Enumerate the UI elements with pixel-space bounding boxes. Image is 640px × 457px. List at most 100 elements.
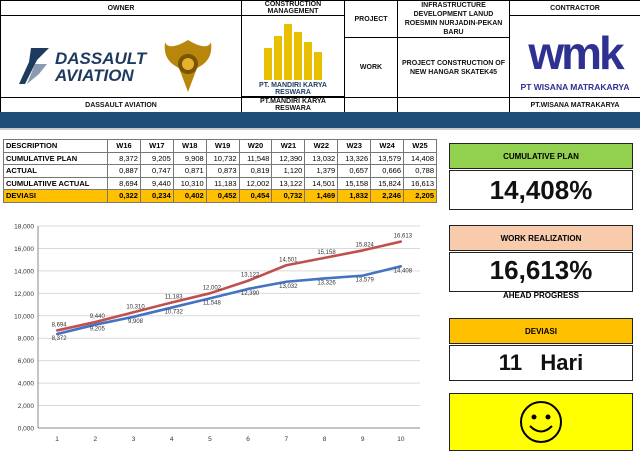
y-tick-label: 8,000 <box>18 336 35 343</box>
y-tick-label: 14,000 <box>14 268 34 275</box>
data-point <box>246 279 250 282</box>
y-tick-label: 6,000 <box>18 358 35 365</box>
owner-logo-text-2: AVIATION <box>55 66 134 85</box>
table-cell: 0,887 <box>107 164 141 178</box>
header-band <box>0 112 640 128</box>
x-tick-label: 9 <box>361 436 365 443</box>
x-tick-label: 1 <box>55 436 59 443</box>
cm-logo-text: PT. MANDIRI KARYA RESWARA <box>259 82 327 96</box>
data-point <box>285 264 288 267</box>
table-cell: 0,871 <box>172 164 207 178</box>
data-point <box>399 240 403 243</box>
table-row: DEVIASI 0,322 0,234 0,402 0,452 0,454 0,732 1,4… <box>3 189 437 203</box>
data-label: 12,390 <box>241 291 260 297</box>
week-header: W25 <box>403 139 437 153</box>
table-cell: 0,747 <box>139 164 174 178</box>
data-point <box>170 301 173 304</box>
table-cell: 16,613 <box>403 176 437 190</box>
header-table: OWNER CONSTRUCTION MANAGEMENT PROJECT IN… <box>0 0 640 113</box>
y-tick-label: 0,000 <box>18 426 35 433</box>
data-point <box>246 287 250 291</box>
table-cell: 1,379 <box>304 164 339 178</box>
y-tick-label: 10,000 <box>14 313 34 320</box>
header-divider <box>0 128 640 130</box>
owner-logo: DASSAULT AVIATION <box>0 15 242 98</box>
table-cell: 0,452 <box>205 189 240 203</box>
data-point <box>361 249 364 252</box>
data-label: 14,501 <box>279 257 298 263</box>
smiley-icon <box>520 401 562 443</box>
y-tick-label: 2,000 <box>18 403 35 410</box>
work-realization-title: WORK REALIZATION <box>449 225 633 251</box>
table-cell: 1,469 <box>304 189 339 203</box>
data-point <box>208 297 212 300</box>
row-label: DEVIASI <box>3 189 108 203</box>
data-label: 9,908 <box>128 319 144 325</box>
week-header: W23 <box>337 139 372 153</box>
table-row: CUMULATIVE PLAN 8,372 9,205 9,908 10,732 11,5… <box>3 151 437 165</box>
table-cell: 9,440 <box>139 176 174 190</box>
table-cell: 0,657 <box>337 164 372 178</box>
air-force-emblem-icon <box>161 34 215 96</box>
data-label: 9,440 <box>90 314 106 320</box>
data-point <box>361 274 364 277</box>
data-point <box>132 315 135 319</box>
data-point <box>94 320 97 324</box>
progress-chart: 0,000 2,000 4,000 6,000 8,000 10,000 12,000 14,… <box>14 224 420 443</box>
data-point <box>55 329 59 332</box>
data-label: 15,824 <box>356 242 375 248</box>
table-row: ACTUAL 0,887 0,747 0,871 0,873 0,819 1,120 1,37… <box>3 164 437 178</box>
table-cell: 1,832 <box>337 189 372 203</box>
y-tick-label: 12,000 <box>14 291 34 298</box>
week-header: W18 <box>172 139 207 153</box>
cum-plan-value: 14,408% <box>449 170 633 210</box>
data-point <box>55 332 59 336</box>
data-point <box>285 280 288 283</box>
table-cell: 10,732 <box>205 151 240 165</box>
table-cell: 9,908 <box>172 151 207 165</box>
week-header: W24 <box>370 139 405 153</box>
table-cell: 13,122 <box>271 176 306 190</box>
week-header: W17 <box>139 139 174 153</box>
x-tick-label: 6 <box>246 436 250 443</box>
table-cell: 12,390 <box>271 151 306 165</box>
dassault-emblem-icon <box>11 44 53 88</box>
table-cell: 0,732 <box>271 189 306 203</box>
owner-name: DASSAULT AVIATION <box>0 97 242 113</box>
table-cell: 0,322 <box>107 189 141 203</box>
table-cell: 0,234 <box>139 189 174 203</box>
table-cell: 8,372 <box>107 151 141 165</box>
table-cell: 0,788 <box>403 164 437 178</box>
table-cell: 13,579 <box>370 151 405 165</box>
cm-name: PT.MANDIRI KARYA RESWARA <box>241 97 345 113</box>
progress-table: DESCRIPTION W16 W17 W18 W19 W20 W21 W22 W23 W24 W… <box>3 139 437 203</box>
data-label: 13,122 <box>241 273 260 279</box>
table-cell: 10,310 <box>172 176 207 190</box>
x-tick-label: 5 <box>208 436 212 443</box>
table-cell: 13,032 <box>304 151 339 165</box>
data-label: 10,732 <box>165 310 184 316</box>
table-cell: 2,246 <box>370 189 405 203</box>
table-cell: 13,326 <box>337 151 372 165</box>
contractor-label: CONTRACTOR <box>509 0 640 16</box>
table-cell: 0,819 <box>238 164 273 178</box>
series-line-0 <box>56 265 402 336</box>
week-header: W16 <box>107 139 141 153</box>
table-cell: 11,183 <box>205 176 240 190</box>
data-label: 11,183 <box>165 295 184 301</box>
data-label: 16,613 <box>394 234 413 240</box>
data-label: 10,310 <box>126 304 145 310</box>
table-cell: 14,501 <box>304 176 339 190</box>
deviasi-value: 11 Hari <box>449 345 633 381</box>
data-label: 12,002 <box>203 285 222 291</box>
x-tick-label: 3 <box>132 436 136 443</box>
data-point <box>94 323 97 326</box>
cm-label: CONSTRUCTION MANAGEMENT <box>241 0 345 16</box>
contractor-logo: wmk PT WISANA MATRAKARYA <box>509 15 640 98</box>
data-point <box>399 265 403 268</box>
contractor-name: PT.WISANA MATRAKARYA <box>509 97 640 113</box>
data-point <box>323 277 326 280</box>
project-footer-cell <box>344 97 398 113</box>
x-tick-label: 8 <box>323 436 327 443</box>
x-tick-label: 2 <box>93 436 97 443</box>
